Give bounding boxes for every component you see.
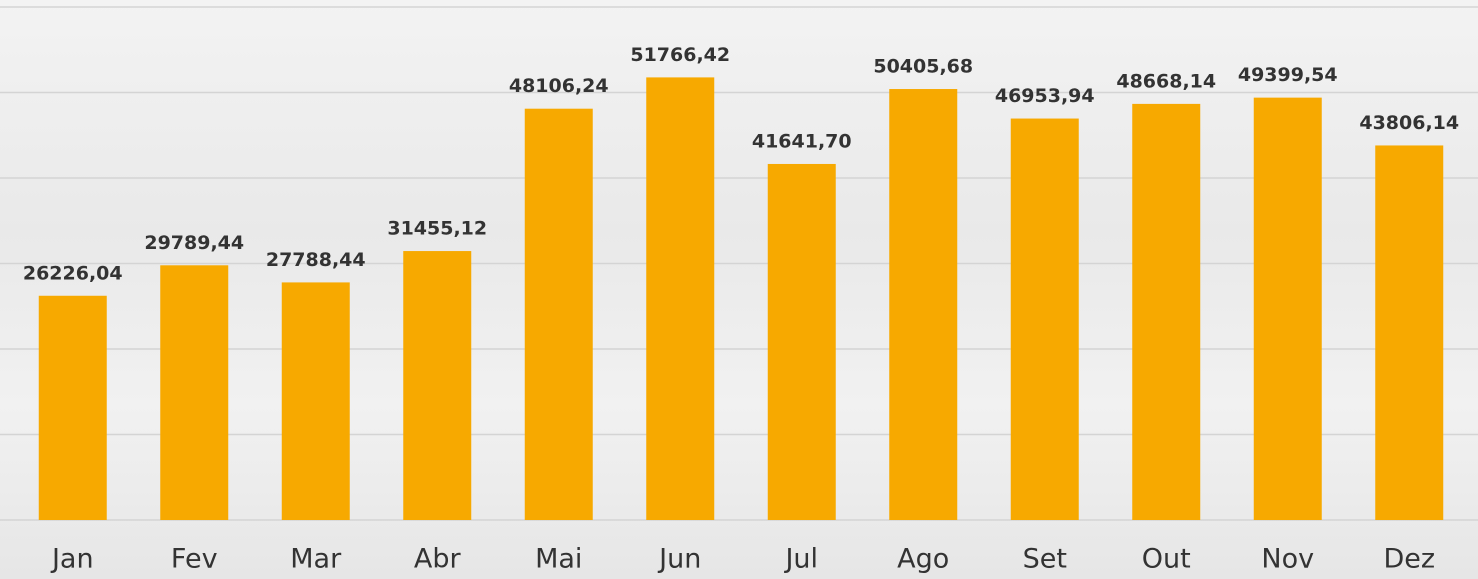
value-label: 48106,24 (509, 75, 609, 97)
value-label: 51766,42 (630, 44, 730, 66)
value-label: 43806,14 (1359, 112, 1459, 134)
x-tick-label: Jul (783, 544, 818, 575)
x-tick-label: Fev (171, 544, 218, 575)
bar (646, 77, 715, 521)
bar (1253, 97, 1322, 520)
value-label: 46953,94 (995, 85, 1095, 107)
bar (403, 251, 472, 521)
x-tick-label: Out (1142, 544, 1191, 575)
x-tick-label: Set (1023, 544, 1067, 575)
value-label: 50405,68 (873, 56, 973, 78)
value-label: 41641,70 (752, 130, 852, 152)
x-tick-label: Ago (897, 544, 949, 575)
x-tick-label: Nov (1261, 544, 1314, 575)
x-tick-label: Jun (657, 544, 701, 575)
bar (38, 295, 107, 520)
bar (1132, 103, 1201, 521)
x-tick-label: Jan (50, 544, 94, 575)
bar (767, 163, 836, 520)
value-label: 26226,04 (23, 262, 123, 284)
x-tick-label: Mar (290, 544, 342, 575)
bar (160, 265, 229, 520)
value-label: 31455,12 (387, 218, 487, 240)
value-label: 27788,44 (266, 249, 366, 271)
value-label: 48668,14 (1116, 70, 1216, 92)
value-label: 29789,44 (144, 232, 244, 254)
x-tick-label: Dez (1383, 544, 1435, 575)
x-tick-label: Mai (535, 544, 582, 575)
bar (281, 282, 350, 520)
value-label: 49399,54 (1238, 64, 1338, 86)
bar (1010, 118, 1079, 520)
bar (889, 89, 958, 520)
x-tick-label: Abr (414, 544, 462, 575)
bar (524, 108, 593, 520)
bar (1375, 145, 1444, 520)
